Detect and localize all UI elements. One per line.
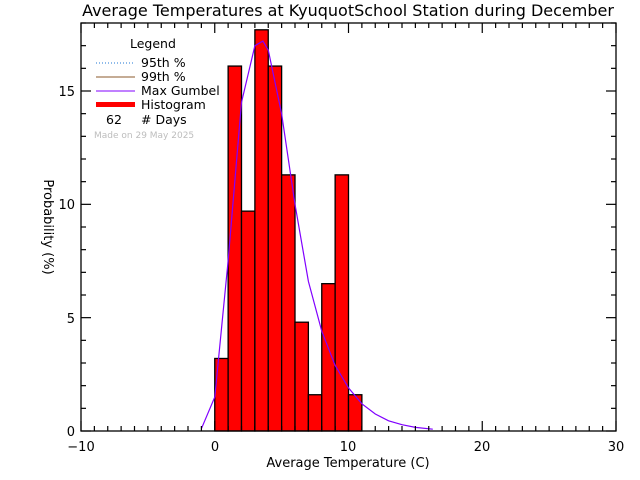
legend-title: Legend [130, 36, 176, 51]
histogram-bar [334, 174, 350, 432]
y-tick-label: 15 [58, 85, 75, 100]
legend-95th-label: 95th % [141, 55, 186, 70]
legend-days-count: 62 [106, 112, 122, 127]
x-tick-labels: −10 0 10 20 30 [67, 440, 624, 455]
y-axis-label: Probability (%) [40, 179, 55, 274]
histogram-bar [321, 283, 336, 432]
histogram-bar [294, 321, 310, 432]
x-tick-label: 20 [474, 440, 491, 455]
histogram-bar [214, 357, 229, 432]
legend-histogram-swatch [96, 102, 135, 107]
y-tick-label: 0 [67, 425, 75, 440]
legend-histogram-label: Histogram [141, 97, 206, 112]
histogram-bar [307, 394, 323, 432]
histogram-bar [280, 174, 296, 432]
histogram-bar [240, 210, 256, 432]
x-tick-label: 0 [211, 440, 219, 455]
y-tick-labels: 0 5 10 15 [58, 85, 75, 440]
axis-ticks [80, 22, 617, 432]
max-gumbel-curve [200, 40, 433, 430]
legend: Legend 95th % 99th % Max Gumbel Histogra… [94, 36, 220, 141]
chart-title: Average Temperatures at KyuquotSchool St… [82, 1, 614, 20]
histogram-bar [267, 65, 283, 432]
x-axis-label: Average Temperature (C) [266, 456, 429, 471]
legend-99th-label: 99th % [141, 69, 186, 84]
histogram-bar [347, 394, 363, 432]
legend-gumbel-label: Max Gumbel [141, 83, 220, 98]
x-tick-label: 30 [608, 440, 625, 455]
histogram-bars [214, 29, 363, 432]
made-on-annotation: Made on 29 May 2025 [94, 131, 194, 141]
legend-days-label: # Days [141, 112, 187, 127]
y-tick-label: 10 [58, 198, 75, 213]
histogram-bar [254, 29, 269, 432]
x-tick-label: −10 [67, 440, 94, 455]
y-tick-label: 5 [67, 312, 75, 327]
x-tick-label: 10 [340, 440, 357, 455]
